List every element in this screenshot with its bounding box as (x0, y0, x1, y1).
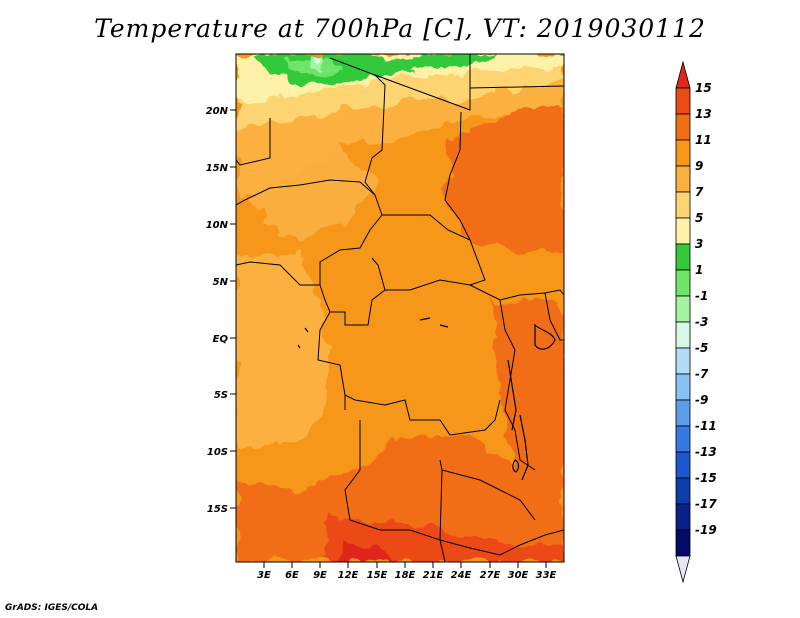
colorbar-label: -11 (695, 419, 717, 433)
lat-label-20n: 20N (206, 106, 229, 117)
lon-label-15e: 15E (367, 570, 388, 581)
colorbar-box (675, 269, 691, 297)
colorbar-box (675, 321, 691, 349)
lat-label-5s: 5S (214, 390, 228, 401)
colorbar-label: -5 (695, 341, 708, 355)
temperature-field (236, 54, 564, 562)
lat-label-5n: 5N (213, 277, 229, 288)
colorbar-box (675, 87, 691, 115)
lat-label-10n: 10N (206, 220, 229, 231)
lon-label-27e: 27E (480, 570, 501, 581)
colorbar-box (675, 425, 691, 453)
colorbar-box (675, 373, 691, 401)
lon-label-18e: 18E (395, 570, 416, 581)
colorbar-top-arrow (675, 60, 691, 89)
colorbar: 15 13 11 9 7 5 3 1 -1 -3 -5 -7 -9 -11 -13 -15 -17 -19 (675, 60, 717, 584)
colorbar-label: 13 (695, 107, 712, 121)
colorbar-box (675, 113, 691, 141)
lon-label-21e: 21E (423, 570, 444, 581)
axis-ticks (230, 109, 547, 568)
lake-outlines (297, 317, 556, 481)
colorbar-label: 11 (695, 133, 712, 147)
colorbar-label: 3 (695, 237, 703, 251)
colorbar-label: 7 (695, 185, 704, 199)
colorbar-box (675, 217, 691, 245)
lon-label-6e: 6E (285, 570, 299, 581)
colorbar-label: -1 (695, 289, 708, 303)
colorbar-box (675, 503, 691, 531)
colorbar-label: 5 (695, 211, 703, 225)
colorbar-box (675, 165, 691, 193)
figure-title: Temperature at 700hPa [C], VT: 201903011… (94, 14, 706, 43)
colorbar-label: 1 (695, 263, 703, 277)
lon-label-9e: 9E (313, 570, 327, 581)
colorbar-label: -19 (695, 523, 717, 537)
colorbar-label: -17 (695, 497, 717, 511)
colorbar-label: -15 (695, 471, 717, 485)
colorbar-box (675, 295, 691, 323)
colorbar-label: 15 (695, 81, 712, 95)
colorbar-box (675, 347, 691, 375)
colorbar-label: -7 (695, 367, 709, 381)
lon-label-24e: 24E (451, 570, 472, 581)
lat-label-eq: EQ (213, 334, 229, 345)
colorbar-bottom-arrow (675, 555, 691, 584)
lat-label-15s: 15S (207, 504, 228, 515)
colorbar-label: -13 (695, 445, 717, 459)
map-frame (235, 53, 565, 563)
colorbar-box (675, 243, 691, 271)
lon-label-30e: 30E (508, 570, 529, 581)
lat-label-10s: 10S (207, 447, 228, 458)
country-borders (236, 54, 564, 562)
lat-label-15n: 15N (206, 163, 229, 174)
colorbar-box (675, 399, 691, 427)
colorbar-box (675, 529, 691, 557)
colorbar-label: 9 (695, 159, 703, 173)
lon-label-33e: 33E (536, 570, 557, 581)
colorbar-box (675, 477, 691, 505)
colorbar-box (675, 191, 691, 219)
colorbar-box (675, 451, 691, 479)
lon-label-3e: 3E (257, 570, 271, 581)
colorbar-label: -9 (695, 393, 708, 407)
grads-credit: GrADS: IGES/COLA (5, 603, 99, 613)
colorbar-box (675, 139, 691, 167)
lon-label-12e: 12E (338, 570, 359, 581)
colorbar-label: -3 (695, 315, 708, 329)
